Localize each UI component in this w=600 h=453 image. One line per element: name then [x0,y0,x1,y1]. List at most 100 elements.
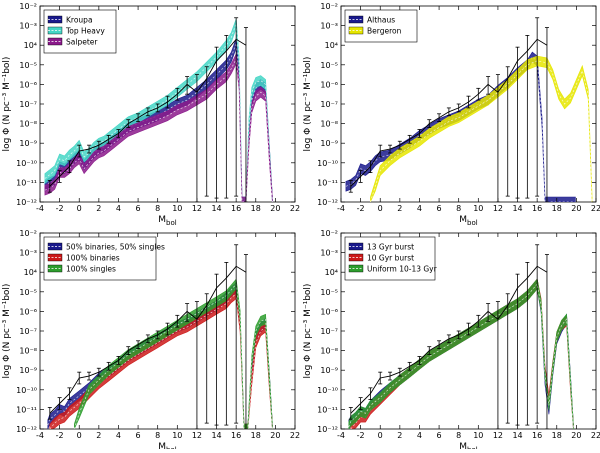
y-tick-label: 10⁻⁹ [19,366,37,375]
y-tick-label: 10⁻⁵ [320,61,338,70]
y-tick-label: 10⁻⁵ [19,288,37,297]
x-tick-label: -2 [357,204,365,213]
x-axis-label-sub: bol [166,219,177,227]
legend-label: Salpeter [66,38,98,47]
x-tick-label: 20 [270,431,280,440]
x-tick-label: 18 [251,204,261,213]
x-tick-label: 22 [591,431,600,440]
legend-label: Uniform 10-13 Gyr [367,265,438,274]
y-tick-label: 10⁻¹⁰ [317,159,338,168]
series-median-line [73,283,273,429]
y-tick-label: 10⁻¹¹ [317,405,338,414]
y-tick-label: 10⁻⁷ [320,100,338,109]
x-axis-label: Mbol [158,442,176,449]
x-tick-label: 8 [456,204,461,213]
x-tick-label: 2 [397,431,402,440]
x-axis-label-sub: bol [467,219,478,227]
y-tick-label: 10⁻⁹ [320,366,338,375]
y-tick-label: 10⁻¹¹ [317,178,338,187]
x-tick-label: 6 [437,204,442,213]
y-tick-label: 10⁻¹¹ [16,405,37,414]
x-tick-label: 14 [211,204,221,213]
y-axis-label: log Φ (N pc⁻³ M⁻¹bol) [2,284,12,379]
x-tick-label: 2 [96,204,101,213]
y-axis-label: log Φ (N pc⁻³ M⁻¹bol) [303,284,313,379]
y-tick-label: 10⁻¹² [16,198,37,207]
y-tick-label: 10⁻⁷ [320,327,338,336]
x-tick-label: -2 [357,431,365,440]
x-tick-label: 4 [116,431,121,440]
legend: 50% binaries, 50% singles 100% binaries 10… [43,236,165,281]
y-tick-label: 10⁻¹² [16,425,37,434]
plot-area [44,17,273,202]
panel-bottom-left: -4 -2 0 2 4 6 8 10 12 14 16 18 20 22 10⁻¹² 10⁻¹¹ 10⁻¹⁰ 10… [2,229,300,453]
x-axis-label-main: M [459,442,467,449]
panel-bottom-right: -4 -2 0 2 4 6 8 10 12 14 16 18 20 22 10⁻¹² 10⁻¹¹ 10⁻¹⁰ 10… [303,229,600,453]
x-tick-label: 20 [571,204,581,213]
x-tick-label: -4 [36,204,44,213]
x-tick-label: 4 [417,431,422,440]
legend-label: Top Heavy [65,27,105,36]
legend-label: Althaus [367,16,395,25]
x-tick-label: 22 [290,431,300,440]
y-axis-label: log Φ (N pc⁻³ M⁻¹bol) [2,57,12,152]
y-tick-label: 10⁻⁷ [19,327,37,336]
series-bergeron [370,55,593,202]
x-tick-label: 12 [192,204,202,213]
plot-area [345,17,593,202]
x-tick-label: 2 [397,204,402,213]
x-tick-label: 0 [77,431,82,440]
x-tick-label: 18 [552,431,562,440]
y-tick-label: 10⁴ [24,268,37,277]
y-axis-label: log Φ (N pc⁻³ M⁻¹bol) [303,57,313,152]
x-tick-label: 6 [136,431,141,440]
observed-data [348,17,549,202]
x-tick-label: 14 [512,204,522,213]
legend-label: 100% binaries [66,254,120,263]
x-tick-label: 0 [77,204,82,213]
y-tick-label: 10⁻¹² [317,425,338,434]
y-tick-label: 10⁴ [325,268,338,277]
y-tick-label: 10⁻⁶ [320,307,338,316]
y-tick-label: 10⁻⁵ [320,288,338,297]
x-tick-label: 8 [155,204,160,213]
x-tick-label: 16 [231,204,241,213]
x-axis-label: Mbol [459,442,477,449]
panel-top-right: -4 -2 0 2 4 6 8 10 12 14 16 18 20 22 10⁻¹² 10⁻¹¹ 10⁻¹⁰ 10… [303,2,600,227]
x-tick-label: 6 [136,204,141,213]
y-tick-label: 10⁻¹⁰ [16,159,37,168]
observed-data [348,244,549,429]
legend-label: 100% singles [66,265,116,274]
y-tick-label: 10⁻¹² [317,198,338,207]
legend-label: Bergeron [367,27,402,36]
x-tick-label: -4 [337,431,345,440]
x-tick-label: 10 [473,431,483,440]
x-tick-label: 16 [532,431,542,440]
legend-label: 13 Gyr burst [367,243,414,252]
series-band [370,55,593,202]
x-tick-label: 14 [211,431,221,440]
x-tick-label: 22 [591,204,600,213]
x-tick-label: 12 [493,204,503,213]
y-tick-label: 10⁴ [325,41,338,50]
x-tick-label: 4 [417,204,422,213]
y-tick-label: 10⁻¹¹ [16,178,37,187]
y-tick-label: 10⁻³ [19,249,37,258]
legend-label: 50% binaries, 50% singles [66,243,165,252]
x-axis-label: Mbol [158,215,176,227]
y-tick-label: 10⁻³ [320,249,338,258]
x-tick-label: 16 [532,204,542,213]
y-tick-label: 10⁻⁸ [320,120,338,129]
y-tick-label: 10⁻⁸ [19,347,37,356]
x-tick-label: 2 [96,431,101,440]
legend-label: 10 Gyr burst [367,254,414,263]
y-tick-label: 10⁻² [320,229,338,238]
y-tick-label: 10⁻³ [320,22,338,31]
y-tick-label: 10⁻¹⁰ [317,386,338,395]
x-tick-label: -4 [36,431,44,440]
y-tick-label: 10⁴ [24,41,37,50]
y-tick-label: 10⁻² [19,2,37,11]
y-tick-label: 10⁻⁹ [19,139,37,148]
